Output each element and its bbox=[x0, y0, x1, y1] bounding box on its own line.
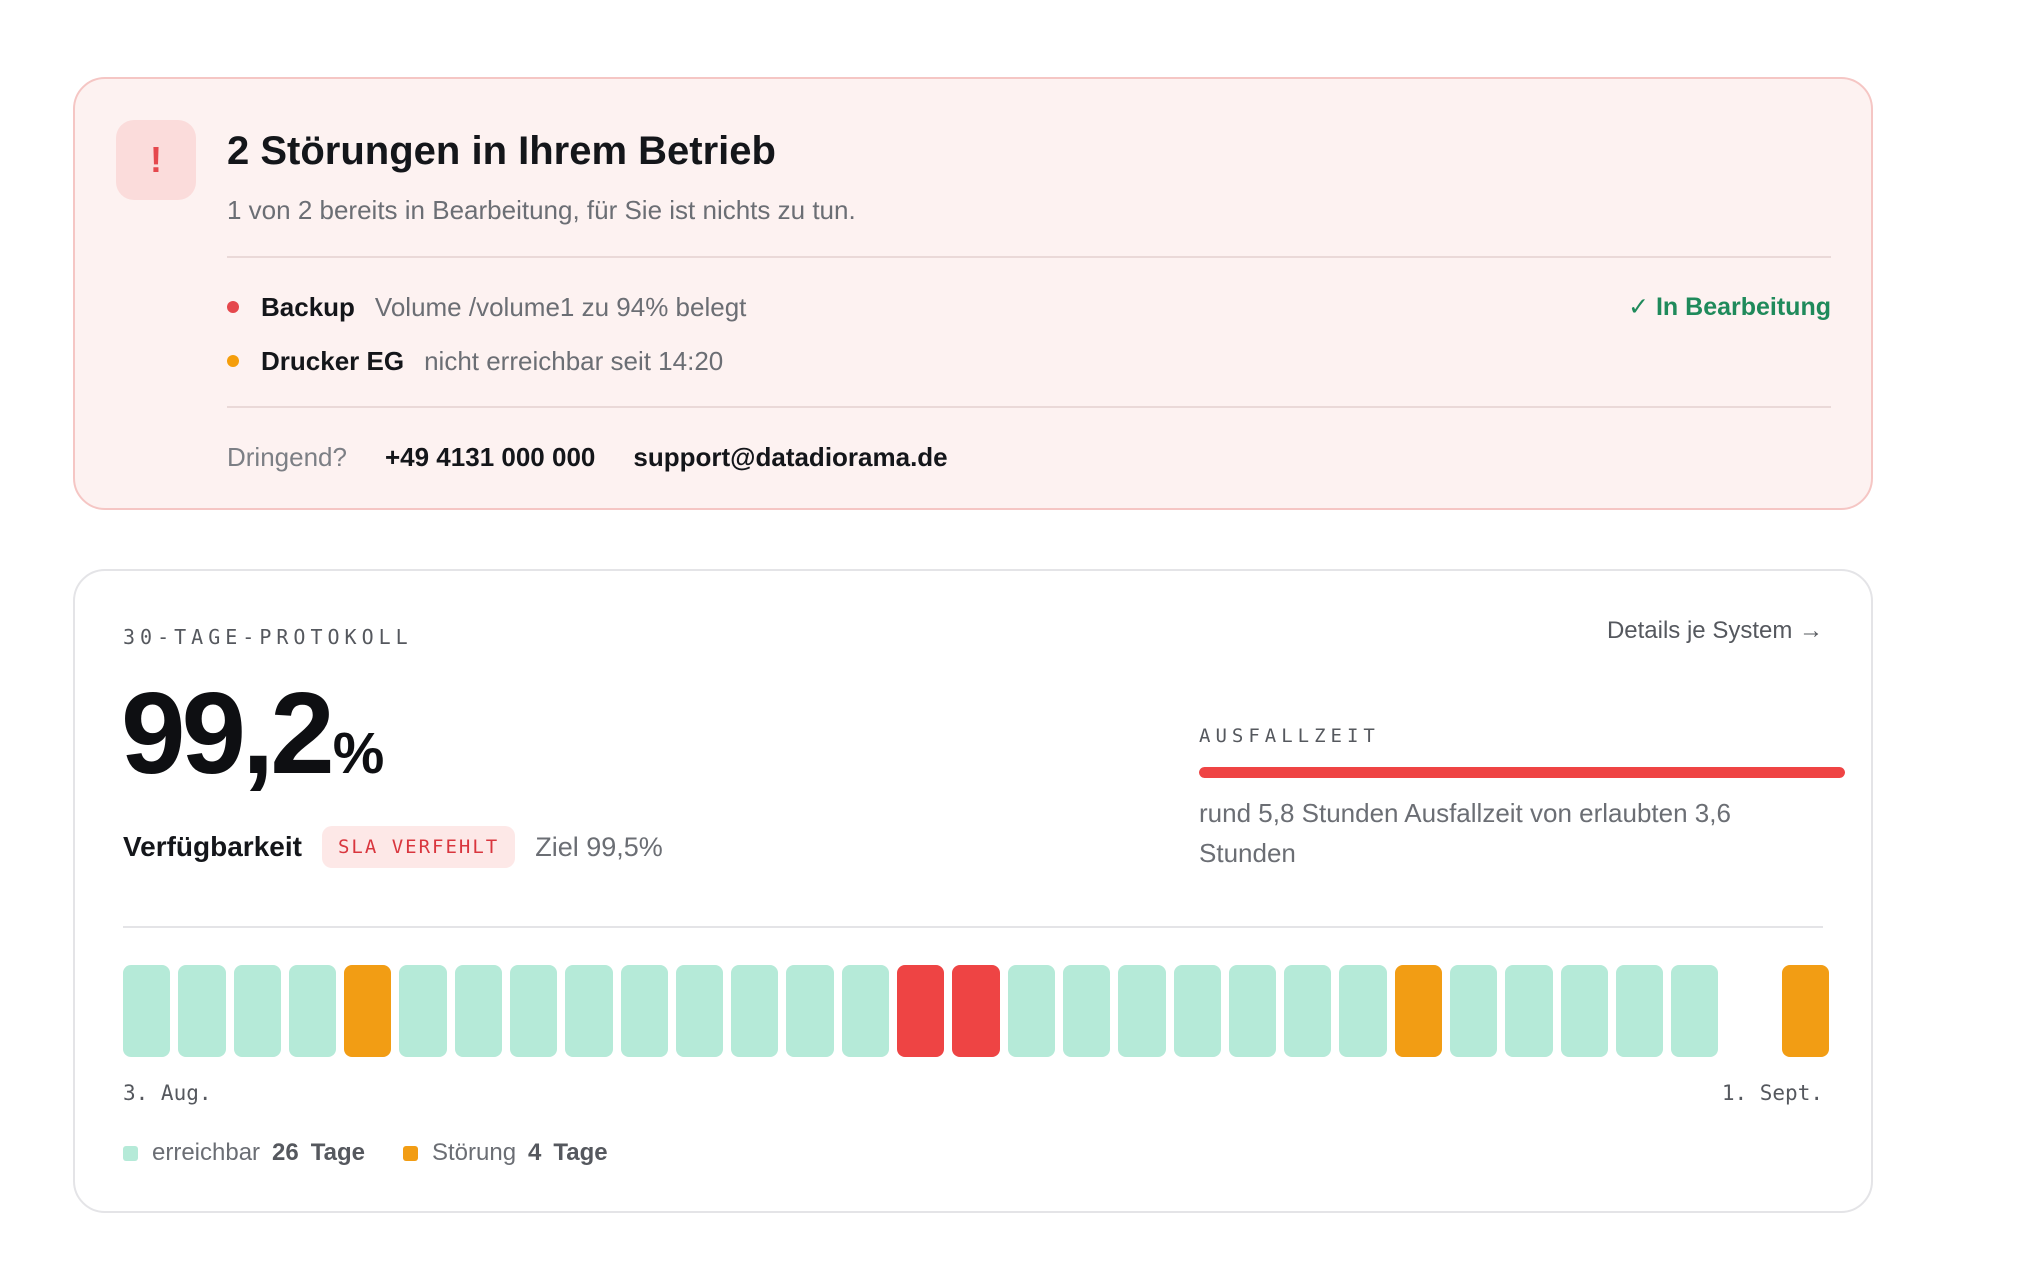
day-cell-ok[interactable] bbox=[786, 965, 834, 1057]
availability-number: 99,2 bbox=[121, 668, 335, 798]
day-cell-ok[interactable] bbox=[1284, 965, 1332, 1057]
day-cell-ok[interactable] bbox=[565, 965, 613, 1057]
day-cell-ok[interactable] bbox=[1505, 965, 1553, 1057]
day-cell-ok[interactable] bbox=[731, 965, 779, 1057]
downtime-eyebrow: AUSFALLZEIT bbox=[1199, 725, 1380, 747]
alert-divider-top bbox=[227, 256, 1831, 258]
issue-name: Backup bbox=[261, 291, 355, 322]
day-cell-ok[interactable] bbox=[178, 965, 226, 1057]
downtime-bar-fill bbox=[1199, 767, 1845, 778]
legend-swatch-outage bbox=[402, 1145, 418, 1161]
legend-unit: Tage bbox=[310, 1139, 365, 1166]
legend-unit: Tage bbox=[553, 1139, 608, 1166]
day-cell-ok[interactable] bbox=[675, 965, 724, 1057]
day-cell-warn[interactable] bbox=[1394, 965, 1442, 1057]
support-phone-link[interactable]: +49 4131 000 000 bbox=[384, 441, 596, 472]
availability-label: Verfügbarkeit bbox=[123, 831, 302, 862]
urgent-contact-row: Dringend? +49 4131 000 000 support@datad… bbox=[227, 437, 986, 477]
alert-icon-glyph: ! bbox=[150, 139, 162, 180]
issue-status-dot bbox=[227, 301, 239, 313]
day-cell-down[interactable] bbox=[897, 965, 945, 1057]
sla-target: Ziel 99,5% bbox=[535, 831, 663, 862]
downtime-bar-track bbox=[1199, 767, 1845, 778]
availability-row: Verfügbarkeit SLA VERFEHLT Ziel 99,5% bbox=[123, 824, 663, 870]
day-cell-ok[interactable] bbox=[1560, 965, 1608, 1057]
sla-missed-badge: SLA VERFEHLT bbox=[321, 826, 516, 868]
page-background: ! 2 Störungen in Ihrem Betrieb 1 von 2 b… bbox=[73, 77, 1873, 1213]
alert-exclamation-icon: ! bbox=[116, 120, 196, 200]
details-per-system-link[interactable]: Details je System → bbox=[1606, 617, 1823, 644]
day-cell-down[interactable] bbox=[952, 965, 1000, 1057]
legend-count: 26 bbox=[272, 1139, 299, 1166]
downtime-description: rund 5,8 Stunden Ausfallzeit von erlaubt… bbox=[1199, 798, 1731, 868]
issue-status-in-progress: ✓ In Bearbeitung bbox=[1628, 293, 1831, 321]
axis-end-label: 1. Sept. bbox=[1721, 1081, 1823, 1105]
issue-description: nicht erreichbar seit 14:20 bbox=[424, 345, 724, 376]
axis-start-label: 3. Aug. bbox=[123, 1081, 212, 1105]
day-cell-ok[interactable] bbox=[1007, 965, 1055, 1057]
uptime-log-card: 30-TAGE-PROTOKOLL Details je System → 99… bbox=[73, 569, 1873, 1213]
issue-description: Volume /volume1 zu 94% belegt bbox=[374, 291, 747, 322]
alert-subtitle: 1 von 2 bereits in Bearbeitung, für Sie … bbox=[227, 195, 856, 225]
legend: erreichbar 26 Tage Störung 4 Tage bbox=[123, 1135, 646, 1171]
day-cell-ok[interactable] bbox=[841, 965, 890, 1057]
day-cell-ok[interactable] bbox=[454, 965, 503, 1057]
issue-name: Drucker EG bbox=[261, 345, 405, 376]
day-cell-ok[interactable] bbox=[1671, 965, 1719, 1057]
legend-item-outage: Störung 4 Tage bbox=[402, 1139, 608, 1167]
availability-unit: % bbox=[332, 721, 385, 786]
day-cell-ok[interactable] bbox=[123, 965, 171, 1057]
issue-printer[interactable]: Drucker EG nicht erreichbar seit 14:20 bbox=[227, 341, 723, 381]
day-cell-ok[interactable] bbox=[1118, 965, 1166, 1057]
day-cell-warn[interactable] bbox=[1781, 965, 1829, 1057]
day-cell-ok[interactable] bbox=[1615, 965, 1664, 1057]
availability-value: 99,2% bbox=[121, 675, 384, 791]
alert-title: 2 Störungen in Ihrem Betrieb bbox=[227, 129, 776, 173]
incident-alert-card: ! 2 Störungen in Ihrem Betrieb 1 von 2 b… bbox=[73, 77, 1873, 510]
day-cell-ok[interactable] bbox=[510, 965, 558, 1057]
legend-swatch-reachable bbox=[123, 1145, 138, 1161]
support-email-link[interactable]: support@datadiorama.de bbox=[633, 441, 948, 472]
day-cell-ok[interactable] bbox=[1339, 965, 1387, 1057]
day-cell-ok[interactable] bbox=[1449, 965, 1498, 1057]
legend-label: Störung bbox=[431, 1139, 517, 1166]
day-cell-ok[interactable] bbox=[1228, 965, 1277, 1057]
day-cell-warn[interactable] bbox=[344, 965, 392, 1057]
urgent-label: Dringend? bbox=[227, 441, 347, 472]
day-cell-ok[interactable] bbox=[399, 965, 447, 1057]
log-divider bbox=[123, 926, 1823, 928]
alert-divider-bottom bbox=[227, 406, 1831, 408]
day-cell-ok[interactable] bbox=[1062, 965, 1111, 1057]
issue-status-dot bbox=[227, 355, 239, 367]
issue-backup[interactable]: Backup Volume /volume1 zu 94% belegt bbox=[227, 287, 746, 327]
daily-status-strip bbox=[123, 965, 1829, 1057]
day-cell-ok[interactable] bbox=[288, 965, 337, 1057]
day-cell-ok[interactable] bbox=[1173, 965, 1221, 1057]
day-cell-ok[interactable] bbox=[233, 965, 281, 1057]
day-cell-ok[interactable] bbox=[620, 965, 668, 1057]
log-eyebrow: 30-TAGE-PROTOKOLL bbox=[123, 625, 413, 649]
legend-label: erreichbar bbox=[152, 1139, 261, 1166]
legend-count: 4 bbox=[528, 1139, 542, 1166]
legend-item-reachable: erreichbar 26 Tage bbox=[123, 1139, 365, 1167]
